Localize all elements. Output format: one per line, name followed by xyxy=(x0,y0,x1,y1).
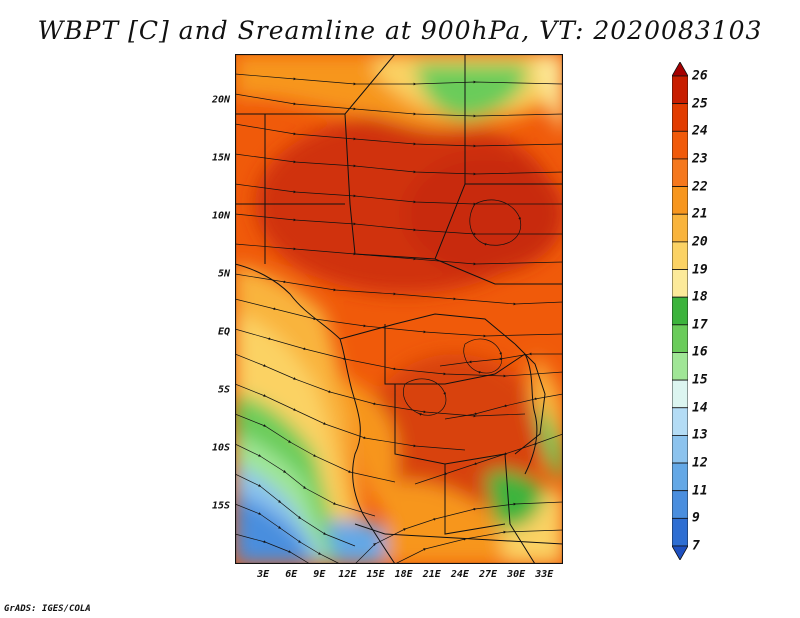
lat-tick-label: EQ xyxy=(217,326,230,338)
lon-tick-label: 33E xyxy=(535,569,554,580)
colorbar-swatch xyxy=(672,517,688,547)
colorbar-swatch xyxy=(672,75,688,105)
colorbar-level-label: 22 xyxy=(692,179,708,195)
lat-tick-label: 5S xyxy=(217,384,230,396)
streamlines xyxy=(235,73,563,564)
colorbar-swatch xyxy=(672,324,688,353)
lon-tick-label: 30E xyxy=(507,569,526,580)
colorbar-level-label: 11 xyxy=(692,483,708,499)
colorbar-swatch xyxy=(672,241,688,270)
colorbar-top-triangle xyxy=(672,62,688,77)
colorbar-level-label: 20 xyxy=(692,234,708,250)
colorbar-level-label: 7 xyxy=(692,538,700,554)
lon-tick-label: 24E xyxy=(450,569,469,580)
map-border xyxy=(235,54,563,564)
lon-tick-label: 6E xyxy=(285,569,298,580)
lon-tick-label: 15E xyxy=(366,569,385,580)
colorbar-bottom-triangle xyxy=(672,545,688,560)
colorbar-level-label: 14 xyxy=(692,400,708,416)
colorbar xyxy=(672,62,688,560)
lat-tick-label: 10N xyxy=(211,210,230,222)
colorbar-level-label: 16 xyxy=(692,344,708,360)
colorbar-swatch xyxy=(672,130,688,160)
colorbar-swatch xyxy=(672,407,688,436)
map-svg xyxy=(235,54,563,564)
chart-title: WBPT [C] and Sreamline at 900hPa, VT: 20… xyxy=(37,16,763,45)
colorbar-swatch xyxy=(672,352,688,381)
colorbar-swatch xyxy=(672,213,688,243)
lat-tick-label: 20N xyxy=(211,94,230,106)
colorbar-level-label: 19 xyxy=(692,262,708,278)
credit-text: GrADS: IGES/COLA xyxy=(4,604,91,614)
lon-tick-label: 3E xyxy=(257,569,270,580)
colorbar-swatch xyxy=(672,186,688,215)
colorbar-level-label: 9 xyxy=(692,510,700,526)
colorbar-swatch xyxy=(672,462,688,492)
lon-tick-label: 9E xyxy=(313,569,326,580)
colorbar-level-label: 18 xyxy=(692,289,708,305)
colorbar-level-label: 24 xyxy=(692,123,708,139)
colorbar-level-label: 26 xyxy=(692,68,708,84)
colorbar-swatch xyxy=(672,379,688,409)
colorbar-level-label: 15 xyxy=(692,372,708,388)
lon-tick-label: 27E xyxy=(478,569,498,580)
colorbar-level-label: 13 xyxy=(692,427,708,443)
lon-tick-label: 12E xyxy=(338,569,357,580)
colorbar-level-label: 17 xyxy=(692,317,708,333)
colorbar-swatch xyxy=(672,435,688,464)
lat-tick-label: 5N xyxy=(217,268,230,280)
colorbar-swatch xyxy=(672,158,688,187)
lon-tick-label: 21E xyxy=(422,569,441,580)
lat-tick-label: 15S xyxy=(211,500,230,512)
colorbar-swatch xyxy=(672,296,688,326)
colorbar-level-label: 12 xyxy=(692,455,708,471)
colorbar-swatch xyxy=(672,103,688,132)
colorbar-level-label: 21 xyxy=(692,206,708,222)
lon-tick-label: 18E xyxy=(394,569,413,580)
colorbar-level-label: 23 xyxy=(692,151,708,167)
map-panel[interactable] xyxy=(235,54,563,564)
lat-tick-label: 10S xyxy=(211,442,230,454)
colorbar-swatch xyxy=(672,269,688,298)
colorbar-level-label: 25 xyxy=(692,96,708,112)
colorbar-swatch xyxy=(672,490,688,519)
lat-tick-label: 15N xyxy=(211,152,230,164)
